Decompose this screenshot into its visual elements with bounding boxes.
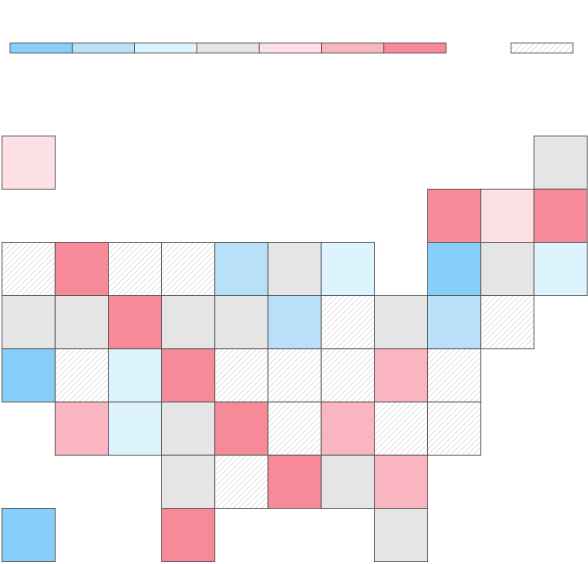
tiles <box>1 135 588 562</box>
state-tile <box>1 295 56 350</box>
legend-swatch <box>258 42 322 54</box>
state-tile <box>320 454 375 509</box>
state-tile <box>1 348 56 403</box>
state-tile <box>427 188 482 243</box>
legend-swatch <box>9 42 73 54</box>
state-tile <box>108 401 163 456</box>
state-tile <box>214 454 269 509</box>
state-tile <box>427 348 482 403</box>
state-tile <box>480 295 535 350</box>
state-tile <box>161 348 216 403</box>
state-tile <box>373 507 428 562</box>
state-tile <box>54 401 109 456</box>
state-tile <box>320 241 375 296</box>
state-tile <box>161 295 216 350</box>
state-tile <box>480 188 535 243</box>
state-tile <box>320 401 375 456</box>
state-tile <box>320 348 375 403</box>
state-tile <box>267 401 322 456</box>
state-tile <box>373 295 428 350</box>
legend-swatch <box>383 42 447 54</box>
state-tile <box>108 348 163 403</box>
state-tile <box>108 241 163 296</box>
state-tile <box>214 348 269 403</box>
legend-swatch <box>321 42 385 54</box>
state-tile <box>427 295 482 350</box>
state-tile <box>267 241 322 296</box>
state-tile <box>427 241 482 296</box>
state-tile <box>161 401 216 456</box>
state-tile <box>214 241 269 296</box>
state-tile <box>214 401 269 456</box>
state-tile <box>373 401 428 456</box>
state-tile <box>373 348 428 403</box>
state-tile <box>1 241 56 296</box>
legend-swatch <box>71 42 136 54</box>
state-tile <box>161 241 216 296</box>
legend-swatch <box>510 42 574 54</box>
state-tile <box>54 295 109 350</box>
state-tile <box>54 241 109 296</box>
state-tile <box>54 348 109 403</box>
state-tile <box>108 295 163 350</box>
state-tile <box>533 188 588 243</box>
legend-swatch <box>134 42 198 54</box>
state-tile <box>480 241 535 296</box>
state-tile <box>533 241 588 296</box>
state-tile <box>320 295 375 350</box>
state-tile <box>373 454 428 509</box>
legend <box>9 42 574 54</box>
legend-swatch <box>196 42 260 54</box>
state-tile <box>161 454 216 509</box>
state-tile <box>267 454 322 509</box>
state-tile <box>1 507 56 562</box>
state-tile <box>214 295 269 350</box>
state-tile <box>267 348 322 403</box>
state-tile <box>267 295 322 350</box>
state-tile <box>1 135 56 190</box>
state-tile <box>161 507 216 562</box>
state-tile <box>427 401 482 456</box>
state-tile <box>533 135 588 190</box>
